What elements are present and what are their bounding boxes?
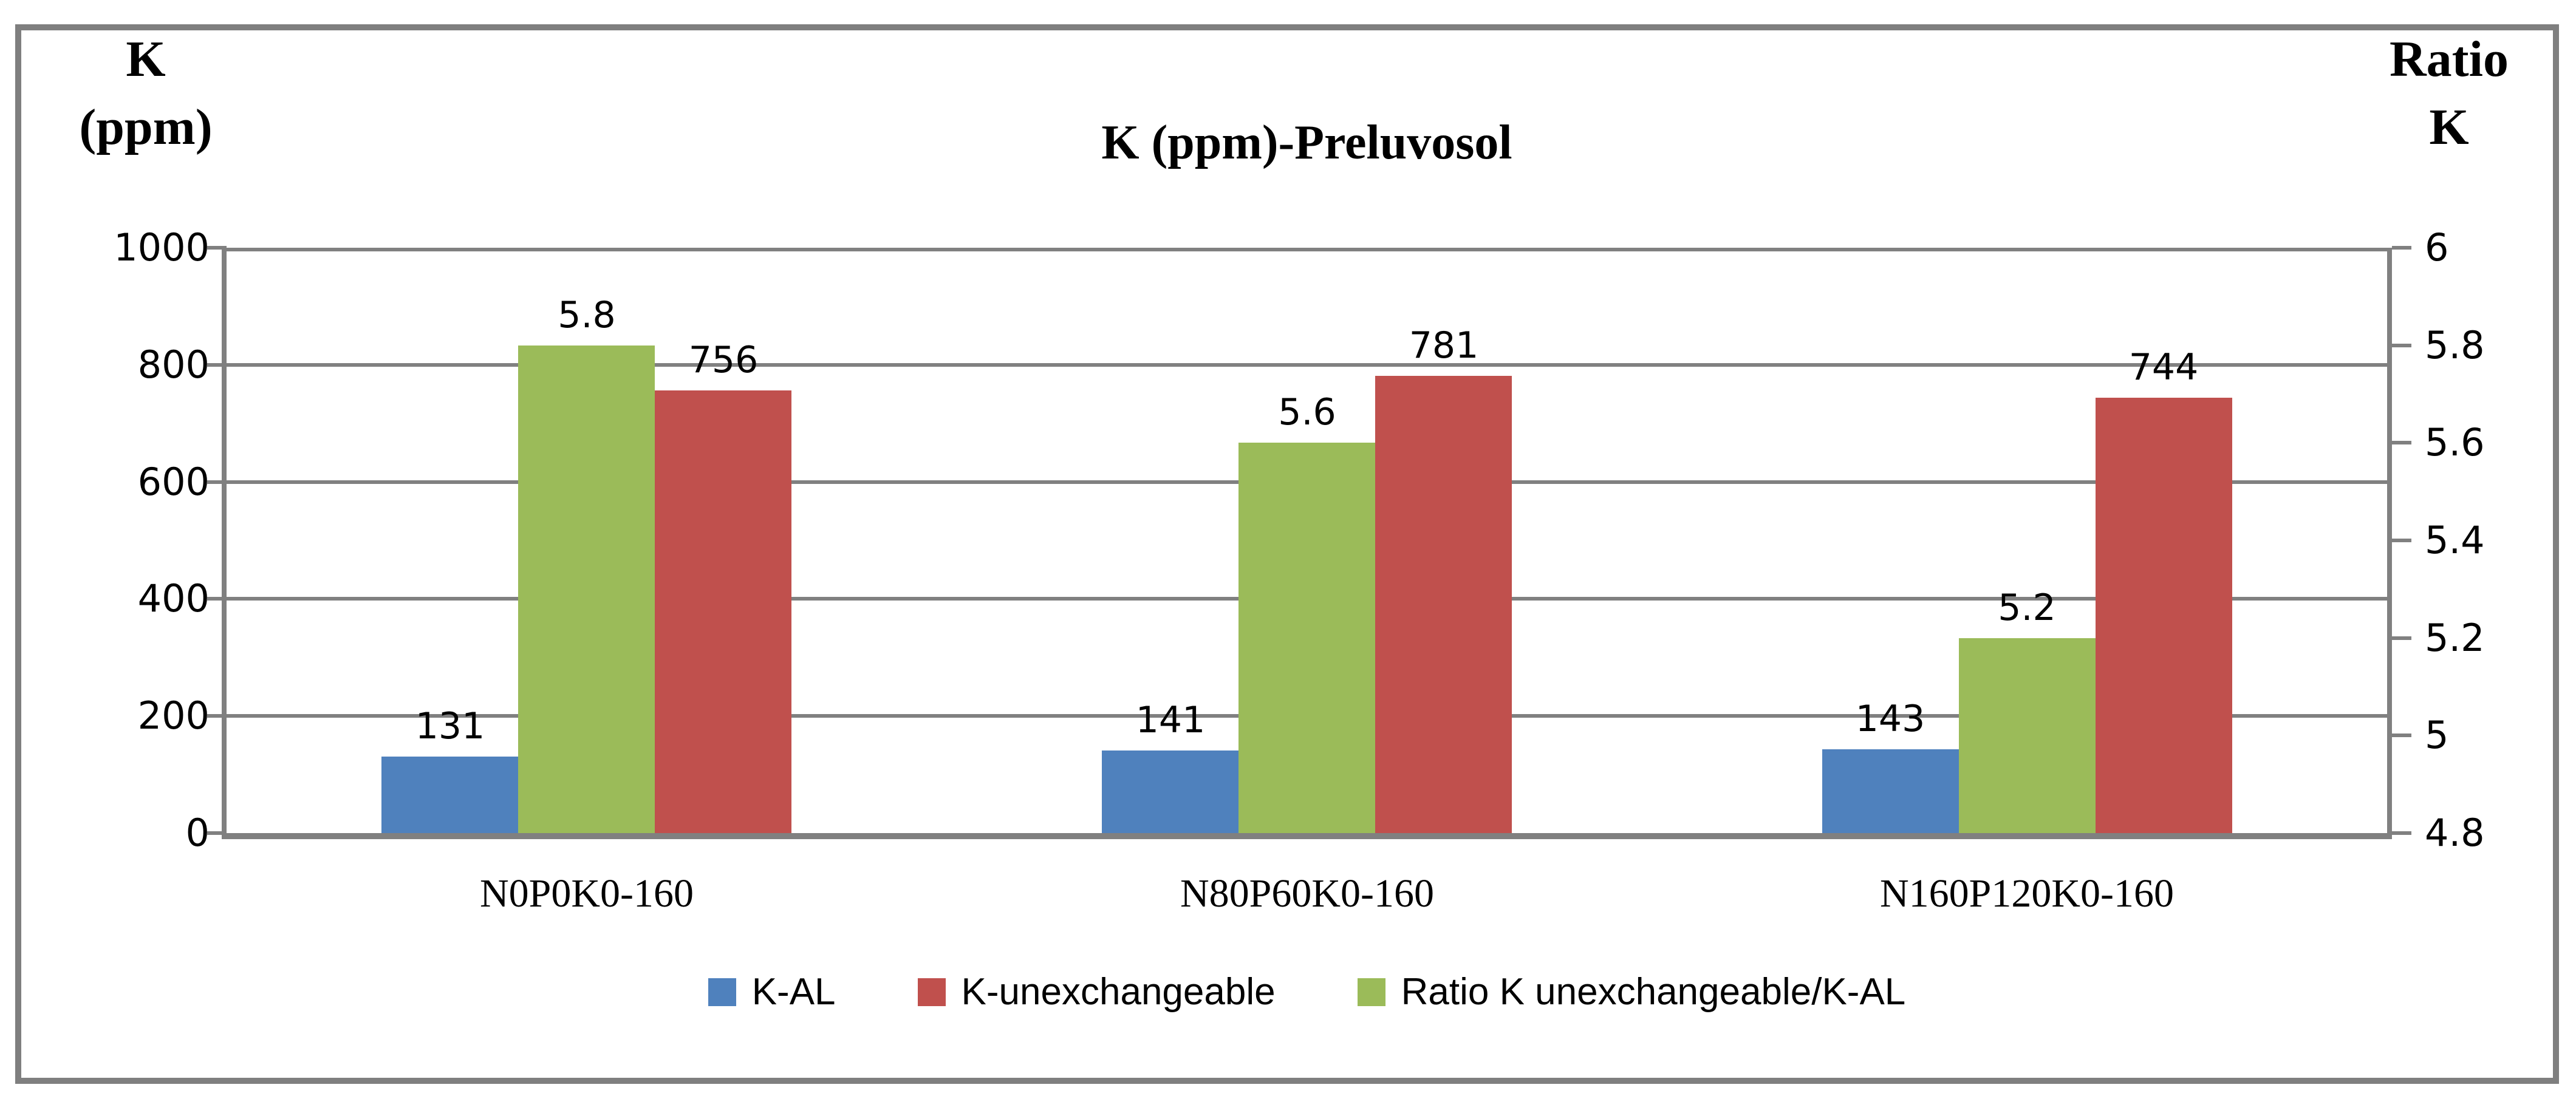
data-label-k-al: 143 xyxy=(1855,698,1925,740)
right-axis-tick-label: 6 xyxy=(2425,225,2449,270)
legend-item-k-al: K-AL xyxy=(708,970,836,1014)
legend-swatch-k-unexchangeable xyxy=(917,978,946,1006)
bar-k-unexchangeable xyxy=(1375,376,1512,833)
right-axis-tick-label: 4.8 xyxy=(2425,811,2485,855)
left-axis-tick-label: 800 xyxy=(137,342,210,387)
data-label-k-unexchangeable: 756 xyxy=(688,339,759,381)
data-label-k-unexchangeable: 744 xyxy=(2128,346,2199,389)
left-axis-title-line1: K xyxy=(126,31,166,87)
category-label: N0P0K0-160 xyxy=(479,871,694,916)
right-axis-tick xyxy=(2392,246,2411,250)
right-axis-tick xyxy=(2392,344,2411,347)
right-axis-tick xyxy=(2392,734,2411,737)
right-axis-tick-label: 5.6 xyxy=(2425,420,2485,465)
data-label-ratio-k-unexchangeable-k-al: 5.8 xyxy=(558,294,616,336)
right-axis-tick xyxy=(2392,441,2411,444)
left-axis-tick xyxy=(207,831,227,835)
left-axis-tick xyxy=(207,480,227,484)
legend-swatch-k-al xyxy=(708,978,736,1006)
legend: K-AL K-unexchangeable Ratio K unexchangeab… xyxy=(227,970,2387,1014)
bottom-axis-line xyxy=(222,833,2392,839)
bar-ratio-k-unexchangeable-k-al xyxy=(1959,638,2096,833)
left-axis-tick xyxy=(207,714,227,718)
right-axis-tick-label: 5.8 xyxy=(2425,323,2485,367)
legend-item-ratio-k-unexchangeable-k-al: Ratio K unexchangeable/K-AL xyxy=(1357,970,1906,1014)
left-axis-tick-label: 1000 xyxy=(114,225,210,270)
left-axis-tick xyxy=(207,246,227,250)
category-label: N80P60K0-160 xyxy=(1180,871,1434,916)
gridline xyxy=(227,363,2387,367)
left-axis-tick-label: 600 xyxy=(137,460,210,504)
right-axis-line xyxy=(2387,248,2392,833)
bar-k-al xyxy=(381,757,518,833)
data-label-k-al: 141 xyxy=(1135,699,1206,741)
legend-item-k-unexchangeable: K-unexchangeable xyxy=(917,970,1276,1014)
gridline xyxy=(227,248,2387,251)
chart-title: K (ppm)-Preluvosol xyxy=(1101,116,1512,169)
data-label-k-al: 131 xyxy=(415,705,485,747)
bar-k-unexchangeable xyxy=(655,390,791,833)
left-axis-line xyxy=(222,248,227,839)
right-axis-tick-label: 5.2 xyxy=(2425,616,2485,660)
right-axis-title-line2: K xyxy=(2429,99,2469,155)
right-axis-tick xyxy=(2392,636,2411,640)
right-axis-tick xyxy=(2392,539,2411,542)
legend-label-ratio-k-unexchangeable-k-al: Ratio K unexchangeable/K-AL xyxy=(1401,971,1906,1013)
right-axis-tick-label: 5.4 xyxy=(2425,518,2485,562)
left-axis-title: K (ppm) xyxy=(36,26,255,162)
right-axis-title: Ratio K xyxy=(2346,26,2552,162)
right-axis-tick-label: 5 xyxy=(2425,713,2449,757)
left-axis-tick-label: 0 xyxy=(185,811,210,855)
left-axis-tick xyxy=(207,597,227,601)
bar-ratio-k-unexchangeable-k-al xyxy=(1238,443,1375,833)
left-axis-tick xyxy=(207,363,227,367)
bar-k-unexchangeable xyxy=(2096,398,2232,833)
data-label-ratio-k-unexchangeable-k-al: 5.6 xyxy=(1278,391,1336,434)
legend-label-k-al: K-AL xyxy=(751,971,836,1013)
category-label: N160P120K0-160 xyxy=(1879,871,2174,916)
legend-swatch-ratio-k-unexchangeable-k-al xyxy=(1357,978,1385,1006)
data-label-ratio-k-unexchangeable-k-al: 5.2 xyxy=(1998,587,2056,629)
left-axis-tick-label: 200 xyxy=(137,693,210,738)
bar-ratio-k-unexchangeable-k-al xyxy=(518,345,655,833)
bar-k-al xyxy=(1102,751,1238,833)
legend-label-k-unexchangeable: K-unexchangeable xyxy=(961,971,1276,1013)
right-axis-title-line1: Ratio xyxy=(2390,31,2509,87)
bar-k-al xyxy=(1822,749,1959,833)
chart-border xyxy=(15,24,2559,1084)
left-axis-title-line2: (ppm) xyxy=(79,99,213,155)
left-axis-tick-label: 400 xyxy=(137,576,210,621)
data-label-k-unexchangeable: 781 xyxy=(1409,324,1479,367)
right-axis-tick xyxy=(2392,831,2411,835)
plot-area: 131 5.8 756 141 5.6 781 143 5.2 744 xyxy=(222,248,2392,839)
